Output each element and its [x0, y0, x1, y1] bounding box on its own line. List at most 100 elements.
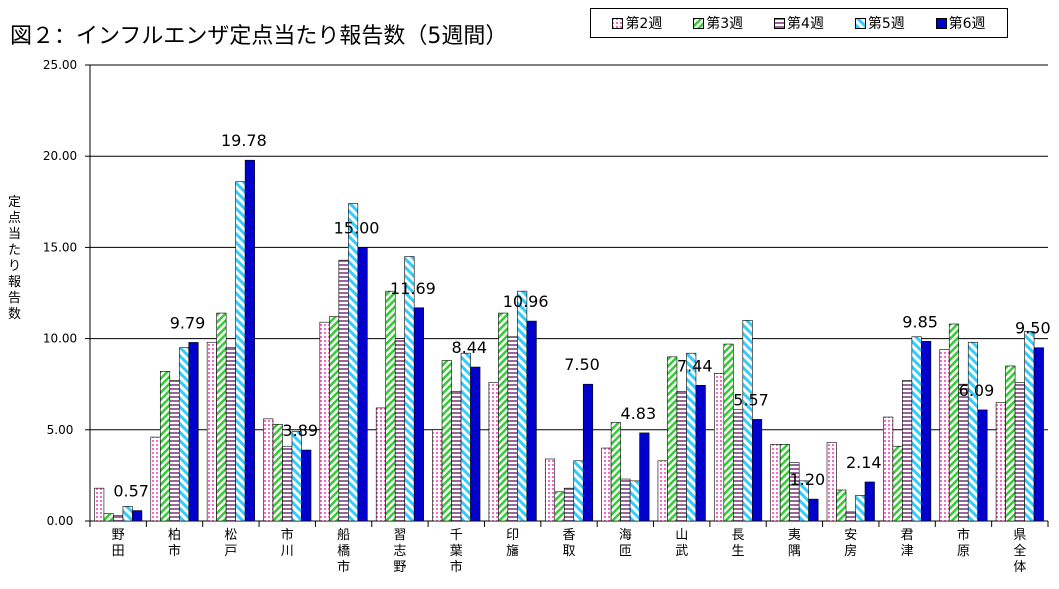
bar-5-3	[291, 431, 302, 522]
bar-6-11	[752, 419, 763, 522]
bar-6-0	[132, 510, 143, 522]
bar-4-2	[225, 347, 236, 522]
bar-3-11	[723, 343, 734, 522]
bar-3-8	[554, 491, 565, 522]
bar-3-15	[948, 323, 960, 522]
bar-6-2	[244, 159, 255, 522]
legend-label-w2: 第2週	[625, 16, 663, 32]
legend-item-w4: 第4週	[774, 13, 824, 33]
bar-4-3	[282, 445, 293, 522]
x-tick-label: 印旛	[506, 528, 519, 559]
bar-3-3	[272, 424, 283, 522]
legend-item-w6: 第6週	[935, 13, 986, 33]
legend-swatch-w3	[693, 17, 705, 29]
data-label: 11.69	[390, 279, 436, 298]
data-label: 1.20	[790, 470, 826, 489]
bar-2-1	[150, 436, 161, 522]
bar-4-14	[902, 380, 913, 522]
bar-2-4	[319, 321, 330, 522]
bar-6-9	[639, 432, 650, 522]
bar-6-7	[526, 320, 537, 522]
data-label: 15.00	[334, 218, 380, 237]
bar-5-9	[629, 480, 640, 522]
bar-3-5	[385, 290, 396, 522]
bar-3-6	[441, 360, 452, 522]
data-label: 7.50	[564, 355, 600, 374]
data-label: 9.79	[170, 313, 206, 332]
data-label: 8.44	[451, 338, 487, 357]
data-label: 2.14	[846, 453, 882, 472]
data-label: 6.09	[959, 381, 995, 400]
bar-3-1	[159, 371, 171, 522]
bar-6-10	[695, 384, 706, 522]
y-tick-label: 15.00	[43, 240, 77, 254]
x-tick-label: 柏市	[168, 528, 181, 559]
x-tick-label: 習志野	[393, 528, 406, 575]
bar-5-8	[573, 460, 584, 522]
bar-5-10	[686, 352, 697, 522]
x-tick-label: 夷隅	[788, 527, 801, 559]
bar-6-16	[1033, 347, 1044, 522]
bar-6-3	[301, 449, 312, 522]
legend-label-w3: 第3週	[706, 16, 744, 32]
y-axis-label: 定点当たり報告数	[8, 195, 22, 322]
bar-2-11	[714, 372, 725, 522]
legend: 第2週 第3週 第4週 第5週 第6週	[590, 8, 1008, 38]
y-tick-label: 10.00	[43, 332, 77, 346]
bar-5-4	[348, 203, 359, 522]
bar-2-15	[939, 349, 950, 522]
data-label: 19.78	[221, 131, 267, 150]
data-label: 4.83	[621, 404, 657, 423]
bar-4-8	[563, 487, 575, 522]
x-tick-label: 松戸	[224, 528, 237, 559]
legend-swatch-w4	[774, 17, 786, 29]
legend-swatch-w6	[935, 17, 947, 29]
bar-2-16	[995, 402, 1006, 522]
bar-6-5	[413, 307, 424, 522]
bar-4-16	[1014, 382, 1025, 522]
bar-5-7	[517, 290, 528, 522]
data-label: 7.44	[677, 356, 713, 375]
y-tick-label: 25.00	[43, 58, 77, 72]
bar-5-6	[460, 352, 471, 522]
data-label: 0.57	[113, 482, 149, 501]
bar-4-4	[338, 259, 349, 522]
bar-6-13	[864, 481, 875, 522]
bar-4-13	[845, 511, 856, 522]
bar-2-8	[544, 458, 556, 522]
data-label: 5.57	[733, 390, 769, 409]
bar-4-10	[676, 391, 687, 522]
bar-6-15	[977, 409, 988, 522]
x-tick-label: 香取	[562, 528, 575, 559]
bar-4-0	[113, 515, 124, 522]
bar-4-15	[958, 383, 969, 522]
bar-3-16	[1005, 365, 1016, 522]
x-tick-label: 県全体	[1013, 528, 1026, 575]
legend-swatch-w2	[612, 17, 624, 29]
bar-6-6	[470, 366, 481, 522]
legend-item-w5: 第5週	[854, 13, 905, 33]
bar-2-2	[206, 341, 217, 522]
bar-5-15	[967, 341, 979, 522]
legend-swatch-w5	[854, 17, 866, 29]
bar-3-7	[498, 312, 509, 522]
bar-5-0	[122, 506, 133, 522]
bar-2-6	[432, 429, 443, 522]
chart-title: 図２：インフルエンザ定点当たり報告数（5週間）	[10, 24, 508, 49]
data-label: 10.96	[503, 292, 549, 311]
bar-2-7	[488, 382, 499, 522]
bar-4-6	[451, 391, 462, 522]
legend-item-w3: 第3週	[693, 13, 743, 33]
y-tick-label: 5.00	[47, 423, 74, 437]
bar-3-4	[329, 316, 340, 522]
bar-3-14	[892, 445, 903, 522]
x-tick-label: 千葉市	[450, 528, 463, 575]
x-tick-label: 長生	[732, 528, 745, 559]
x-tick-label: 安房	[844, 528, 857, 559]
bar-5-13	[855, 495, 866, 522]
data-label: 9.85	[902, 312, 938, 331]
legend-label-w6: 第6週	[948, 16, 986, 32]
x-tick-label: 海匝	[619, 528, 632, 559]
y-tick-label: 20.00	[43, 149, 77, 163]
